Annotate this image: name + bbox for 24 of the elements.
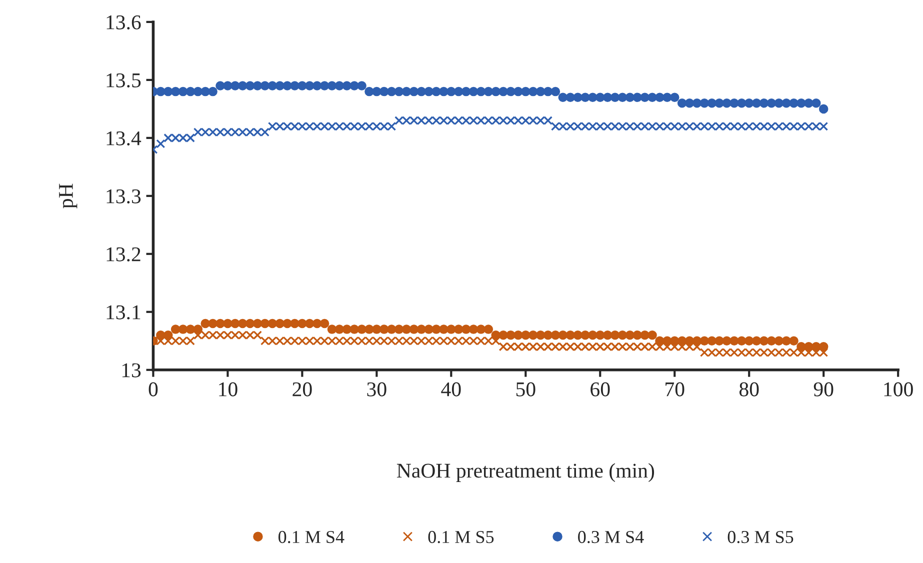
legend-label: 0.3 M S4 bbox=[578, 530, 644, 544]
x-axis-title: NaOH pretreatment time (min) bbox=[396, 463, 654, 482]
y-tick-label: 13.2 bbox=[106, 247, 140, 262]
y-tick-label: 13.5 bbox=[106, 73, 141, 88]
x-tick-label: 80 bbox=[739, 382, 759, 396]
y-axis-title: pH bbox=[59, 184, 78, 208]
x-tick-label: 50 bbox=[516, 382, 536, 396]
y-tick-label: 13 bbox=[122, 363, 141, 378]
y-tick-label: 13.4 bbox=[106, 131, 142, 146]
legend-label: 0.1 M S5 bbox=[428, 530, 494, 544]
x-tick-label: 60 bbox=[590, 382, 610, 396]
x-tick-label: 40 bbox=[441, 382, 461, 396]
x-tick-label: 30 bbox=[367, 382, 386, 396]
x-tick-label: 90 bbox=[814, 382, 834, 396]
x-tick-label: 70 bbox=[666, 382, 684, 396]
x-tick-label: 20 bbox=[292, 382, 312, 396]
x-tick-label: 100 bbox=[884, 382, 913, 396]
legend-label: 0.3 M S5 bbox=[728, 530, 794, 544]
y-tick-label: 13.6 bbox=[106, 15, 141, 30]
legend-label: 0.1 M S4 bbox=[278, 530, 344, 544]
y-tick-label: 13.1 bbox=[106, 305, 140, 320]
y-tick-label: 13.3 bbox=[106, 189, 141, 204]
x-tick-label: 0 bbox=[148, 382, 158, 396]
x-tick-label: 10 bbox=[219, 382, 238, 396]
